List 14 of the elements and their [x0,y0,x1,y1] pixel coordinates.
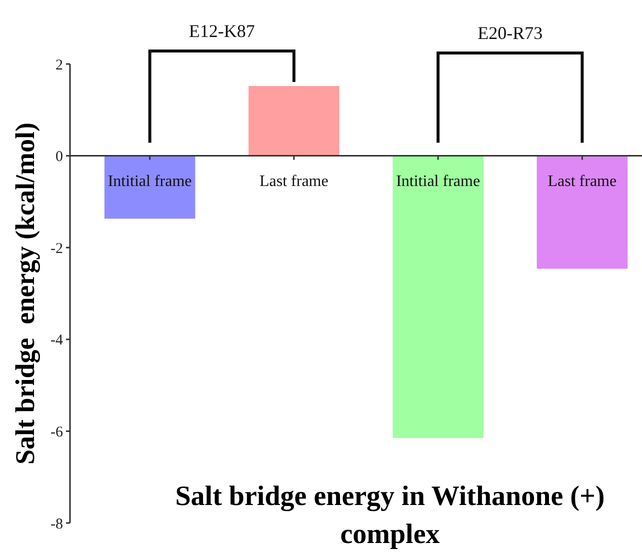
y-tick-label: -6 [50,424,64,440]
text: E12-K87 [188,21,255,41]
x-tick-label: Intitial frame [396,172,480,190]
x-axis-title: Salt bridge energy in Withanone (+) complex [175,481,605,550]
y-tick-label: 0 [56,149,63,166]
y-axis-title: Salt bridge energy (kcal/mol) [10,122,40,464]
x-tick-label: Last frame [260,172,328,190]
y-tick-label: 2 [56,57,63,74]
y-tick-label: -8 [50,516,63,532]
text: E20-R73 [478,23,543,43]
y-tick-label: -2 [50,240,63,257]
x-tick-label: Last frame [548,172,617,190]
y-tick-label: -4 [50,332,64,349]
x-tick-label: Intitial frame [108,172,192,190]
